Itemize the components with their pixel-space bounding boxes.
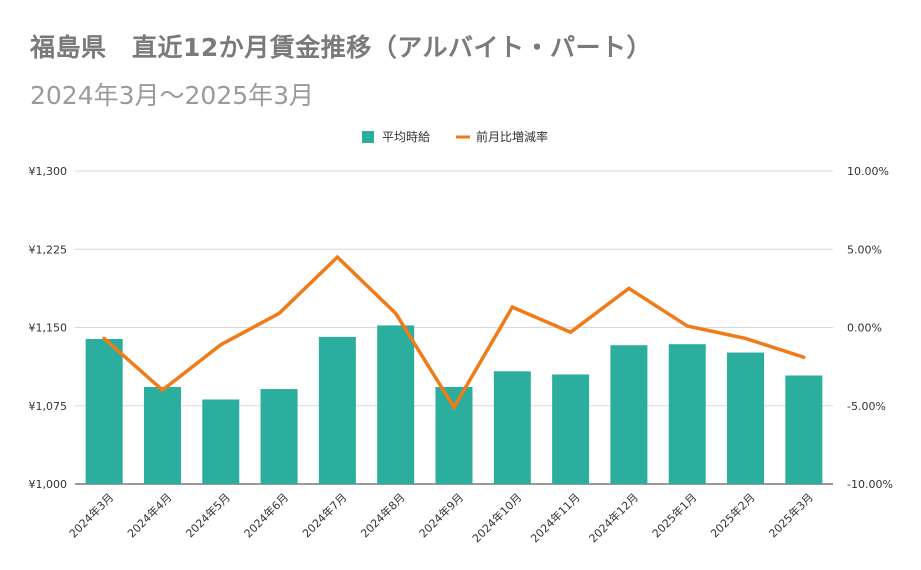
y-right-tick-label: -5.00%	[847, 400, 886, 413]
x-tick-label: 2024年9月	[416, 490, 466, 540]
bar	[85, 338, 123, 484]
bar	[318, 336, 356, 484]
chart-subtitle: 2024年3月～2025年3月	[30, 81, 315, 110]
bar	[260, 389, 298, 484]
y-left-tick-label: ¥1,075	[29, 400, 68, 413]
x-tick-label: 2024年11月	[528, 490, 583, 545]
y-left-tick-label: ¥1,000	[29, 478, 68, 491]
legend-label: 平均時給	[382, 130, 430, 144]
chart-title: 福島県 直近12か月賃金推移（アルバイト・パート）	[30, 33, 653, 62]
x-tick-label: 2025年1月	[649, 490, 699, 540]
x-tick-label: 2024年10月	[469, 490, 524, 545]
bar	[552, 374, 590, 484]
x-tick-label: 2025年2月	[707, 490, 757, 540]
bar	[668, 344, 706, 484]
bar	[727, 352, 765, 484]
bar	[143, 386, 181, 484]
bar	[377, 325, 415, 484]
x-tick-label: 2024年4月	[124, 490, 174, 540]
y-left-tick-label: ¥1,225	[29, 243, 68, 256]
y-left-tick-label: ¥1,300	[29, 165, 68, 178]
y-left-tick-label: ¥1,150	[29, 322, 68, 335]
x-tick-label: 2025年3月	[766, 490, 816, 540]
y-right-tick-label: 5.00%	[847, 243, 882, 256]
y-right-tick-label: 0.00%	[847, 322, 882, 335]
bar	[785, 375, 823, 484]
x-tick-label: 2024年5月	[183, 490, 233, 540]
bar	[202, 399, 240, 484]
y-right-tick-label: -10.00%	[847, 478, 893, 491]
x-tick-label: 2024年12月	[586, 490, 641, 545]
bar	[493, 371, 531, 484]
x-tick-label: 2024年7月	[299, 490, 349, 540]
legend-swatch-bars	[362, 131, 374, 143]
bar	[610, 345, 648, 484]
bar	[435, 386, 473, 484]
legend-label: 前月比増減率	[476, 129, 548, 144]
x-tick-label: 2024年6月	[241, 490, 291, 540]
x-tick-label: 2024年8月	[358, 490, 408, 540]
x-tick-label: 2024年3月	[66, 490, 116, 540]
y-right-tick-label: 10.00%	[847, 165, 889, 178]
